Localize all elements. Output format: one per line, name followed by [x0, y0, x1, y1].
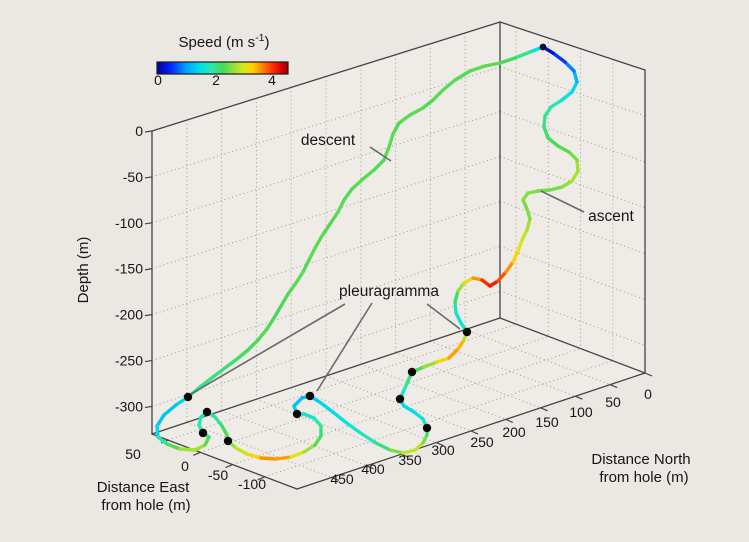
east-tick-label: -100	[238, 476, 266, 492]
pleuragramma-leader-line	[190, 303, 346, 395]
colorbar-tick-label: 2	[212, 72, 220, 88]
north-tick-label: 100	[569, 404, 593, 420]
axis-tick-labels: 0 -50 -100 -150 -200 -250 -300 50 0 -50 -100 0 50 100…	[115, 123, 652, 492]
north-tick-label: 300	[431, 442, 455, 458]
north-tick-label: 450	[330, 471, 354, 487]
prey-capture-dot	[407, 367, 417, 377]
prey-capture-dot	[223, 436, 233, 446]
depth-tick-label: -100	[115, 215, 143, 231]
depth-axis-label: Depth (m)	[75, 237, 92, 304]
annotations: descent ascent pleuragramma	[190, 132, 635, 395]
prey-capture-dot	[198, 428, 208, 438]
colorbar-tick-label: 0	[154, 72, 162, 88]
east-axis-label: from hole (m)	[101, 497, 190, 514]
colorbar-gradient-bar	[156, 61, 289, 75]
north-tick-label: 200	[502, 424, 526, 440]
annotation-descent: descent	[301, 132, 356, 149]
annotation-ascent: ascent	[588, 208, 634, 225]
colorbar-title: Speed (m s-1)	[178, 32, 269, 51]
prey-capture-dot	[422, 423, 432, 433]
prey-capture-dot	[202, 407, 212, 417]
north-tick-label: 0	[644, 386, 652, 402]
descent-trajectory	[186, 45, 545, 399]
prey-capture-dot	[462, 327, 472, 337]
depth-tick-label: -300	[115, 398, 143, 414]
colorbar: 0 2 4 Speed (m s-1)	[154, 32, 289, 88]
prey-capture-dot	[395, 394, 405, 404]
prey-capture-dot	[183, 392, 193, 402]
north-tick-label: 150	[535, 414, 559, 430]
east-tick-label: -50	[208, 467, 228, 483]
north-tick-label: 50	[605, 394, 621, 410]
north-tick-label: 250	[470, 434, 494, 450]
grid-lines	[151, 27, 646, 478]
pleuragramma-leader-line	[316, 302, 373, 392]
colorbar-tick-label: 4	[268, 72, 276, 88]
depth-tick-label: -50	[123, 169, 143, 185]
east-axis-label: Distance East	[97, 479, 190, 496]
axis-tick-marks	[144, 130, 653, 481]
north-axis-label: Distance North	[591, 451, 690, 468]
ascent-trajectory	[453, 45, 580, 334]
prey-capture-dots	[183, 327, 472, 446]
depth-tick-label: -150	[115, 261, 143, 277]
north-tick-label: 400	[361, 461, 385, 477]
ascent-leader-line	[540, 190, 585, 213]
east-tick-label: 50	[125, 446, 141, 462]
depth-tick-label: 0	[135, 123, 143, 139]
bottom-foraging-trajectory	[155, 330, 469, 461]
north-tick-label: 350	[398, 452, 422, 468]
prey-capture-dot	[305, 391, 315, 401]
dive-hole-marker	[539, 43, 547, 51]
descent-leader-line	[369, 146, 392, 162]
depth-tick-label: -250	[115, 353, 143, 369]
annotation-pleuragramma: pleuragramma	[339, 283, 439, 300]
depth-tick-label: -200	[115, 307, 143, 323]
north-axis-label: from hole (m)	[599, 469, 688, 486]
prey-capture-dot	[292, 409, 302, 419]
pleuragramma-leader-line	[426, 303, 461, 330]
east-tick-label: 0	[181, 458, 189, 474]
